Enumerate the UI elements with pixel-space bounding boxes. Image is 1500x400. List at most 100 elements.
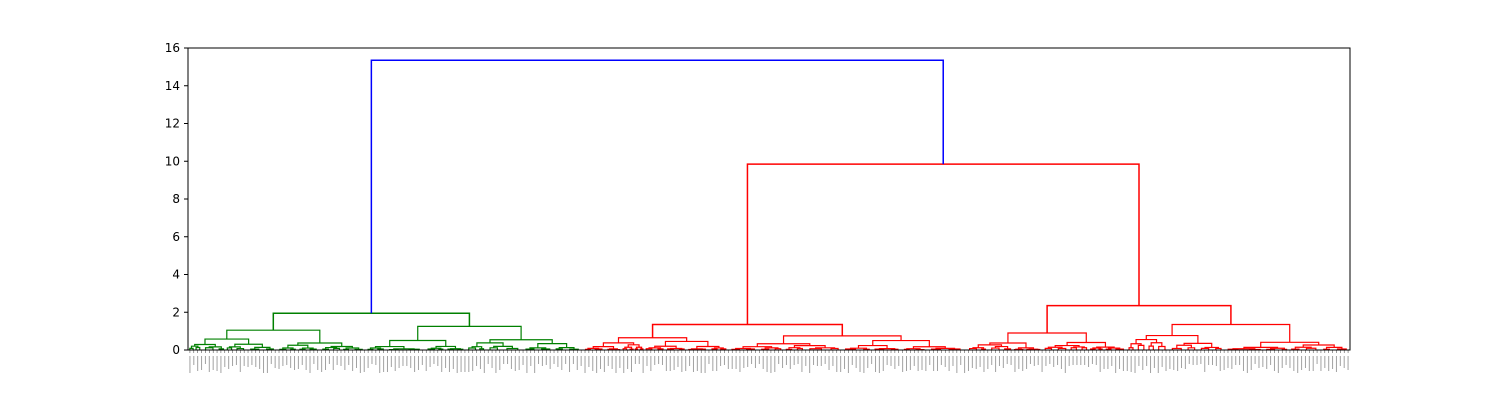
link-segment (555, 348, 563, 350)
leaf-label (1188, 356, 1190, 364)
leaf-label (1064, 356, 1066, 373)
leaf-label (375, 356, 377, 365)
leaf-label (797, 356, 799, 364)
leaf-label (352, 356, 354, 371)
leaf-label (317, 356, 319, 370)
leaf-label (669, 356, 671, 371)
leaf-label (247, 356, 249, 367)
leaf-label (390, 356, 392, 367)
leaf-label (406, 356, 408, 366)
link-segment (1294, 346, 1312, 350)
link-segment (449, 348, 461, 350)
leaf-label (1041, 356, 1043, 372)
leaf-label (638, 356, 640, 364)
leaf-labels (189, 350, 1349, 373)
leaf-label (1049, 356, 1051, 364)
leaf-label (642, 356, 644, 373)
y-tick-label: 10 (165, 154, 180, 168)
leaf-label (468, 356, 470, 372)
leaf-label (251, 356, 253, 365)
link-segment (297, 342, 343, 347)
leaf-label (220, 356, 222, 373)
link-segment (325, 346, 338, 350)
leaf-label (1196, 356, 1198, 365)
leaf-label (235, 356, 237, 365)
link-segment (969, 347, 977, 350)
leaf-label (1332, 356, 1334, 369)
leaf-label (1184, 356, 1186, 369)
leaf-label (297, 356, 299, 369)
link-segment (1066, 341, 1107, 348)
leaf-label (630, 356, 632, 372)
leaf-label (1219, 356, 1221, 371)
leaf-label (1099, 356, 1101, 372)
y-tick-label: 16 (165, 41, 180, 55)
leaf-label (189, 356, 191, 373)
leaf-label (1115, 356, 1117, 373)
leaf-label (328, 356, 330, 364)
leaf-label (1301, 356, 1303, 370)
leaf-label (545, 356, 547, 365)
leaf-label (836, 356, 838, 372)
link-segment (272, 312, 471, 331)
link-segment (651, 323, 844, 338)
leaf-label (840, 356, 842, 372)
leaf-label (882, 356, 884, 371)
link-segment (645, 348, 653, 350)
leaf-label (576, 356, 578, 370)
leaf-label (998, 356, 1000, 366)
leaf-label (704, 356, 706, 373)
leaf-label (1057, 356, 1059, 365)
leaf-label (813, 356, 815, 365)
leaf-label (305, 356, 307, 370)
leaf-label (863, 356, 865, 373)
leaf-label (658, 356, 660, 364)
leaf-label (359, 356, 361, 373)
link-segment (735, 347, 752, 350)
leaf-label (615, 356, 617, 373)
leaf-label (1111, 356, 1113, 366)
link-segment (1090, 348, 1096, 350)
leaf-label (1312, 356, 1314, 371)
leaf-label (1080, 356, 1082, 365)
leaf-label (383, 356, 385, 372)
leaf-label (944, 356, 946, 367)
leaf-label (859, 356, 861, 372)
leaf-label (739, 356, 741, 372)
leaf-label (1258, 356, 1260, 368)
link-segment (1046, 304, 1232, 334)
leaf-label (809, 356, 811, 373)
leaf-label (634, 356, 636, 364)
leaf-label (913, 356, 915, 366)
link-segment (857, 344, 888, 349)
leaf-label (1134, 356, 1136, 373)
leaf-label (677, 356, 679, 367)
leaf-label (1328, 356, 1330, 371)
leaf-label (1091, 356, 1093, 364)
leaf-label (398, 356, 400, 368)
leaf-label (665, 356, 667, 371)
leaf-label (445, 356, 447, 368)
leaf-label (1037, 356, 1039, 365)
leaf-label (421, 356, 423, 365)
leaf-label (917, 356, 919, 371)
leaf-label (452, 356, 454, 369)
leaf-label (1289, 356, 1291, 368)
leaf-label (456, 356, 458, 373)
leaf-label (460, 356, 462, 372)
link-segment (764, 347, 779, 350)
leaf-label (228, 356, 230, 369)
leaf-label (600, 356, 602, 369)
leaf-label (239, 356, 241, 372)
leaf-label (971, 356, 973, 368)
leaf-label (479, 356, 481, 369)
leaf-label (344, 356, 346, 370)
link-segment (906, 348, 921, 350)
leaf-label (294, 356, 296, 370)
leaf-label (758, 356, 760, 364)
leaf-label (820, 356, 822, 366)
leaf-label (1343, 356, 1345, 368)
link-segment (648, 347, 662, 349)
leaf-label (805, 356, 807, 366)
leaf-label (1026, 356, 1028, 369)
